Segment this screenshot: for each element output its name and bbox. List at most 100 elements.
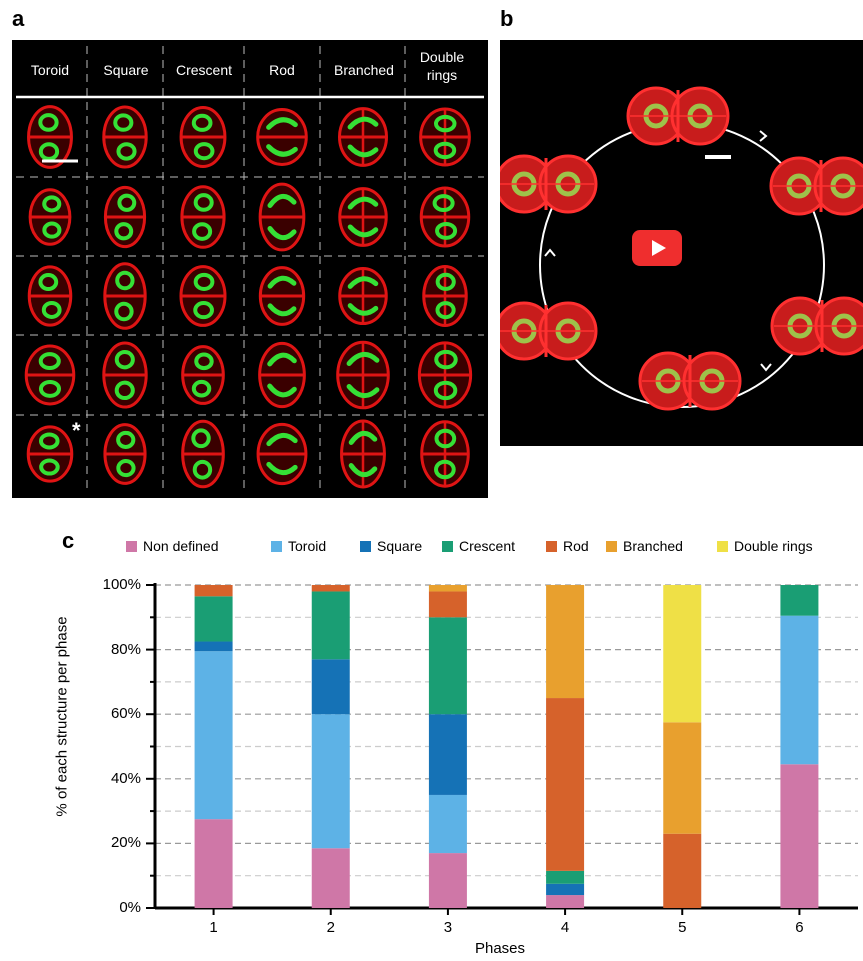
phase-label-6: 6 xyxy=(562,136,570,152)
bar-segment xyxy=(546,870,585,884)
nucleoid xyxy=(347,276,379,289)
micrograph-cell xyxy=(28,188,72,246)
legend-item-non-defined: Non defined xyxy=(126,538,219,554)
nucleoid xyxy=(115,270,135,291)
cycle-cell-pair xyxy=(626,86,730,146)
legend-label: Branched xyxy=(623,538,683,554)
legend-item-crescent: Crescent xyxy=(442,538,515,554)
micrograph-cell xyxy=(102,341,148,409)
nucleoid xyxy=(435,272,456,291)
micrograph-cell xyxy=(180,185,226,249)
cycle-arrow xyxy=(760,363,772,372)
bar-segment xyxy=(780,615,819,765)
bar-segment xyxy=(428,591,467,618)
y-tick-label: 40% xyxy=(110,769,141,787)
micrograph-cell xyxy=(419,107,471,167)
bar-segment xyxy=(546,883,585,896)
legend-swatch xyxy=(126,540,137,552)
nucleoid xyxy=(38,273,59,292)
nucleoid xyxy=(42,221,62,239)
nucleoid xyxy=(38,113,59,132)
micrograph-cell xyxy=(340,419,386,489)
bar-segment xyxy=(311,591,350,660)
nucleoid xyxy=(193,301,214,320)
nucleoid xyxy=(267,383,297,398)
cell-cycle-diagram xyxy=(500,86,863,411)
nucleoid xyxy=(38,352,61,371)
nucleoid xyxy=(267,193,297,208)
bar-segment xyxy=(194,585,233,597)
micrograph-cell xyxy=(256,108,308,166)
micrograph-cell xyxy=(181,419,225,489)
nucleoid xyxy=(38,379,62,398)
bar-segment xyxy=(546,698,585,871)
cycle-cell-pair xyxy=(500,154,598,214)
phase-label-2: 2 xyxy=(812,136,820,152)
nucleoid xyxy=(114,380,135,401)
nucleoid xyxy=(267,226,297,241)
nucleoid xyxy=(266,144,298,157)
y-axis-label: % of each structure per phase xyxy=(53,616,71,817)
bar-segment xyxy=(663,585,702,723)
legend-swatch xyxy=(717,540,728,552)
x-tick-label: 4 xyxy=(560,919,570,936)
micrograph-cell xyxy=(258,341,306,409)
micrograph-cell xyxy=(258,182,306,252)
nucleoid xyxy=(41,300,62,319)
micrograph-cell xyxy=(338,266,388,326)
x-tick-label: 1 xyxy=(209,919,218,936)
nucleoid xyxy=(434,428,457,449)
nucleoid xyxy=(347,303,379,316)
nucleoid xyxy=(266,432,298,447)
x-tick-label: 5 xyxy=(678,919,687,936)
nucleoid xyxy=(347,116,379,130)
nucleoid xyxy=(114,301,134,322)
nucleoid xyxy=(191,113,213,132)
cycle-cell-pair xyxy=(770,296,863,356)
bar-segment xyxy=(663,833,702,908)
legend-swatch xyxy=(546,540,557,552)
nucleoid xyxy=(113,113,134,132)
legend-label: Rod xyxy=(563,538,589,554)
youtube-play-icon[interactable] xyxy=(632,230,682,266)
nucleoid xyxy=(39,458,60,476)
micrograph-cell xyxy=(336,340,390,410)
micrograph-cell xyxy=(420,420,470,488)
bar-segment xyxy=(311,848,350,908)
panel-a-letter: a xyxy=(12,6,25,31)
nucleoid xyxy=(193,193,214,212)
cycle-arrow xyxy=(759,130,768,142)
nucleoid xyxy=(114,222,134,241)
bar-segment xyxy=(546,895,585,908)
micrograph-grid xyxy=(16,46,484,494)
x-tick-label: 3 xyxy=(443,919,453,936)
cycle-arrow xyxy=(544,248,556,257)
nucleoid xyxy=(347,144,379,158)
micrograph-cell xyxy=(338,187,388,247)
bar-segment xyxy=(428,794,467,854)
micrograph-cell xyxy=(102,105,148,169)
header-branched: Branched xyxy=(334,62,394,78)
micrograph-cell xyxy=(419,186,471,248)
bar-segment xyxy=(428,585,467,592)
bar-segment xyxy=(663,722,702,834)
x-tick-label: 2 xyxy=(326,919,335,936)
legend-label: Double rings xyxy=(734,538,813,554)
nucleoid xyxy=(114,349,135,370)
nucleoid xyxy=(266,461,298,476)
nucleoid xyxy=(433,141,457,160)
phase-label-4: 4 xyxy=(672,414,680,430)
nucleoid xyxy=(39,432,60,450)
nucleoid xyxy=(116,430,136,449)
bar-segment xyxy=(780,764,819,908)
bar-segment xyxy=(428,714,467,795)
header-square: Square xyxy=(103,62,149,78)
nucleoid xyxy=(116,142,137,161)
bar-segment xyxy=(780,585,819,616)
cycle-cell-pair xyxy=(500,301,598,361)
header-rod: Rod xyxy=(269,62,295,78)
nucleoid xyxy=(348,463,378,478)
header-toroid: Toroid xyxy=(30,62,70,78)
nucleoid xyxy=(267,352,297,367)
y-tick-label: 20% xyxy=(110,834,141,852)
